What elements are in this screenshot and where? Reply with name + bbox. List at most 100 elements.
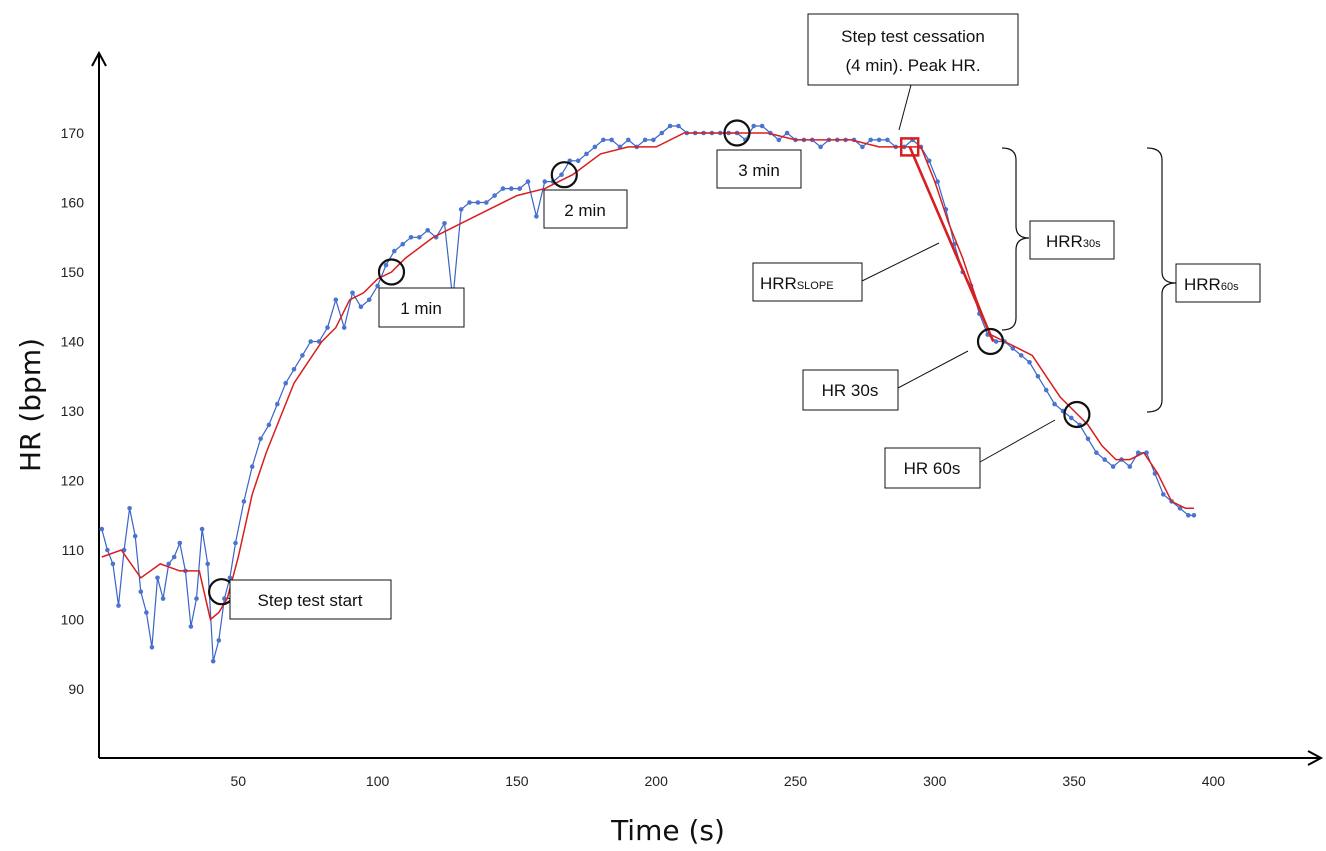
raw-data-point: [1052, 402, 1057, 407]
svg-text:2 min: 2 min: [564, 201, 606, 220]
x-tick-label: 100: [366, 773, 390, 789]
raw-data-point: [994, 339, 999, 344]
raw-data-point: [300, 353, 305, 358]
raw-data-point: [217, 638, 222, 643]
label-2-min: 2 min: [544, 190, 627, 228]
raw-data-point: [392, 249, 397, 254]
label-hrr60: HRR60s: [1176, 264, 1260, 302]
raw-data-point: [258, 437, 263, 442]
raw-data-point: [417, 235, 422, 240]
label-hr-30s: HR 30s: [803, 370, 898, 410]
label-3-min: 3 min: [717, 150, 801, 188]
raw-data-point: [526, 179, 531, 184]
x-tick-label: 300: [923, 773, 947, 789]
raw-data-point: [584, 152, 589, 157]
raw-data-point: [250, 464, 255, 469]
x-tick-label: 50: [231, 773, 247, 789]
x-tick-label: 350: [1062, 773, 1086, 789]
axes: [92, 53, 1321, 765]
raw-data-point: [509, 186, 514, 191]
raw-data-point: [1036, 374, 1041, 379]
label-peak-hr: Step test cessation (4 min). Peak HR.: [808, 14, 1018, 85]
raw-data-point: [609, 138, 614, 143]
raw-data-point: [751, 124, 756, 129]
svg-text:1 min: 1 min: [400, 299, 442, 318]
leader-hr30: [898, 351, 968, 388]
label-hrr30: HRR30s: [1030, 221, 1114, 259]
hrr30-main: HRR: [1046, 232, 1083, 251]
svg-text:HR 60s: HR 60s: [904, 459, 961, 478]
raw-data-point: [601, 138, 606, 143]
y-axis-title: HR (bpm): [14, 338, 47, 472]
raw-data-point: [308, 339, 313, 344]
raw-data-point: [467, 200, 472, 205]
smoothed-hr-series: [102, 133, 1194, 620]
leader-hr60: [980, 420, 1055, 462]
raw-data-point: [534, 214, 539, 219]
raw-data-point: [777, 138, 782, 143]
raw-data-point: [785, 131, 790, 136]
raw-data-point: [476, 200, 481, 205]
raw-data-point: [384, 263, 389, 268]
raw-data-point: [325, 325, 330, 330]
raw-data-point: [1128, 464, 1133, 469]
raw-data-point: [442, 221, 447, 226]
raw-data-point: [760, 124, 765, 129]
raw-data-point: [155, 576, 160, 581]
raw-data-point: [559, 172, 564, 177]
x-tick-label: 250: [784, 773, 808, 789]
raw-data-point: [643, 138, 648, 143]
raw-data-point: [200, 527, 205, 532]
raw-data-point: [127, 506, 132, 511]
svg-text:(4 min). Peak HR.: (4 min). Peak HR.: [845, 56, 980, 75]
raw-data-point: [334, 298, 339, 303]
hrr60-sub: 60s: [1221, 281, 1239, 293]
y-tick-labels: 90 100 110 120 130 140 150 160 170: [61, 125, 85, 697]
raw-data-point: [242, 499, 247, 504]
svg-text:Step test cessation: Step test cessation: [841, 27, 985, 46]
raw-data-point: [818, 145, 823, 150]
raw-data-point: [651, 138, 656, 143]
y-tick-label: 120: [61, 473, 85, 489]
raw-data-point: [1161, 492, 1166, 497]
svg-text:Step test start: Step test start: [258, 591, 363, 610]
raw-data-point: [342, 325, 347, 330]
raw-data-point: [133, 534, 138, 539]
raw-data-point: [409, 235, 414, 240]
raw-data-point: [1069, 416, 1074, 421]
raw-data-point: [189, 624, 194, 629]
raw-data-point: [205, 562, 210, 567]
raw-data-point: [178, 541, 183, 546]
leader-peak: [899, 85, 911, 130]
hrr-slope-sub: SLOPE: [797, 280, 834, 292]
raw-data-point: [283, 381, 288, 386]
raw-data-point: [626, 138, 631, 143]
label-hrr-slope: HRRSLOPE: [753, 263, 862, 301]
hrr60-main: HRR: [1184, 275, 1221, 294]
smoothed-series-line: [102, 133, 1194, 620]
raw-data-point: [150, 645, 155, 650]
hrr-slope-main: HRR: [760, 274, 797, 293]
raw-data-point: [492, 193, 497, 198]
hrr30-sub: 30s: [1083, 238, 1101, 250]
svg-text:HR 30s: HR 30s: [822, 381, 879, 400]
label-step-test-start: Step test start: [230, 580, 391, 619]
brace-hrr30: [1002, 148, 1029, 330]
x-axis-title: Time (s): [610, 814, 725, 847]
raw-data-point: [660, 131, 665, 136]
raw-data-point: [676, 124, 681, 129]
raw-data-point: [105, 548, 110, 553]
y-tick-label: 100: [61, 612, 85, 628]
y-tick-label: 140: [61, 334, 85, 350]
raw-data-point: [275, 402, 280, 407]
x-tick-label: 200: [645, 773, 669, 789]
y-tick-label: 170: [61, 125, 85, 141]
raw-data-point: [1094, 450, 1099, 455]
raw-data-point: [425, 228, 430, 233]
raw-data-point: [211, 659, 216, 664]
raw-data-point: [1192, 513, 1197, 518]
slope-line: [910, 147, 994, 342]
raw-data-point: [194, 596, 199, 601]
raw-data-point: [1027, 360, 1032, 365]
